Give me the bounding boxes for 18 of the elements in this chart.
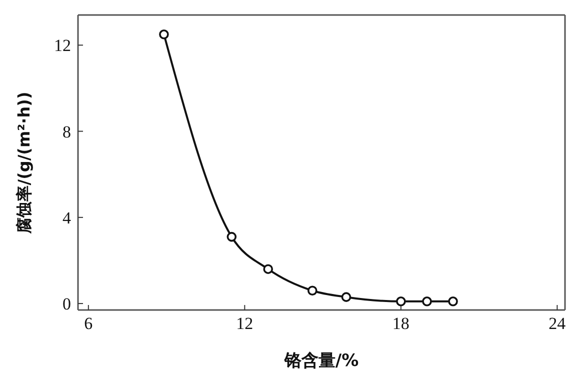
point	[307, 286, 318, 296]
y-tick-label: 8	[62, 122, 71, 142]
x-tick-label: 24	[548, 314, 566, 334]
point	[159, 29, 169, 40]
point	[422, 296, 432, 306]
x-axis-title: 铬含量/%	[283, 351, 359, 372]
y-tick-label: 4	[62, 208, 72, 228]
x-tick-label: 18	[392, 314, 410, 334]
y-tick-label: 12	[54, 36, 71, 56]
point	[341, 292, 352, 302]
point	[448, 296, 458, 306]
y-tick-label: 0	[62, 294, 71, 314]
point	[263, 264, 274, 274]
x-tick-label: 12	[236, 314, 254, 334]
point	[396, 296, 406, 306]
x-tick-label: 6	[84, 314, 93, 334]
y-axis-title: 腐蚀率/(g/(m²·h))	[14, 92, 34, 234]
point	[226, 232, 237, 242]
